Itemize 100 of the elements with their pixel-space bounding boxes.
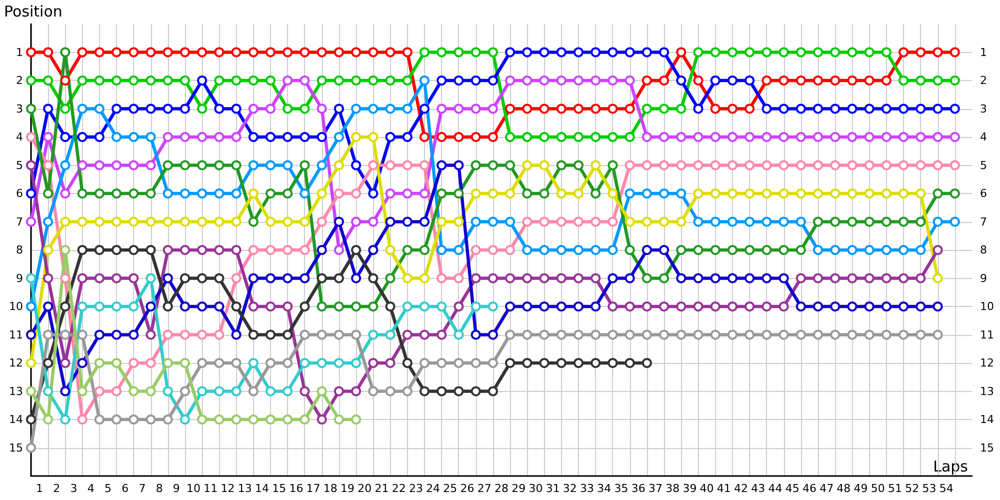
x-tick-label: 8: [156, 482, 163, 495]
point: [744, 104, 755, 114]
point: [642, 245, 652, 255]
point: [146, 132, 156, 142]
point: [847, 245, 858, 255]
point: [950, 132, 960, 142]
point: [316, 245, 327, 255]
point: [916, 47, 926, 58]
point: [146, 188, 156, 198]
y-tick-label: 11: [9, 328, 23, 342]
point: [26, 386, 36, 396]
point: [43, 132, 54, 142]
point: [94, 104, 104, 114]
x-tick-label: 24: [426, 482, 440, 495]
point: [214, 216, 224, 227]
point: [385, 330, 396, 340]
point: [676, 273, 686, 284]
point: [864, 104, 874, 114]
point: [950, 47, 960, 58]
point: [556, 76, 566, 86]
point: [505, 330, 516, 340]
point: [436, 47, 447, 58]
point: [266, 273, 276, 284]
point: [316, 216, 327, 227]
point: [214, 414, 224, 424]
point: [128, 47, 139, 58]
point: [231, 47, 242, 58]
point: [898, 132, 909, 142]
point: [864, 47, 874, 58]
point: [470, 132, 481, 142]
point: [60, 104, 70, 114]
point: [368, 330, 378, 340]
point: [608, 216, 618, 227]
point: [522, 273, 532, 284]
point: [574, 245, 584, 255]
point: [385, 132, 396, 142]
point: [522, 160, 532, 170]
x-tick-label: 26: [460, 482, 474, 495]
point: [864, 160, 874, 170]
point: [539, 104, 550, 114]
point: [94, 386, 104, 396]
point: [128, 132, 139, 142]
x-tick-label: 49: [854, 482, 868, 495]
point: [778, 104, 789, 114]
point: [950, 76, 960, 86]
point: [488, 188, 498, 198]
x-tick-label: 40: [700, 482, 714, 495]
point: [950, 104, 960, 114]
point: [368, 358, 378, 368]
point: [94, 47, 104, 58]
point: [420, 358, 430, 368]
point: [574, 76, 584, 86]
point: [778, 188, 789, 198]
point: [539, 245, 550, 255]
point: [368, 104, 378, 114]
point: [830, 76, 840, 86]
point: [813, 160, 824, 170]
x-tick-label: 14: [254, 482, 269, 495]
x-tick-label: 36: [631, 482, 646, 495]
point: [590, 358, 601, 368]
point: [282, 216, 293, 227]
point: [778, 330, 789, 340]
point: [898, 160, 909, 170]
point: [470, 160, 481, 170]
point: [112, 160, 122, 170]
y2-tick-label: 3: [980, 102, 987, 116]
y2-tick-label: 15: [980, 441, 994, 454]
point: [556, 216, 566, 227]
point: [727, 76, 738, 86]
point: [368, 47, 378, 58]
point: [77, 76, 88, 86]
point: [351, 104, 362, 114]
point: [847, 216, 858, 227]
point: [556, 330, 566, 340]
point: [197, 188, 208, 198]
point: [26, 358, 36, 368]
point: [146, 245, 156, 255]
point: [231, 245, 242, 255]
point: [881, 188, 892, 198]
point: [128, 302, 139, 312]
point: [180, 160, 190, 170]
x-tick-label: 3: [70, 482, 78, 495]
x-tick-label: 45: [785, 482, 800, 495]
point: [898, 302, 909, 312]
point: [231, 188, 242, 198]
point: [642, 104, 652, 114]
point: [659, 216, 670, 227]
point: [231, 160, 242, 170]
point: [710, 302, 720, 312]
point: [112, 132, 122, 142]
point: [608, 188, 618, 198]
point: [505, 47, 516, 58]
point: [112, 216, 122, 227]
point: [146, 104, 156, 114]
point: [300, 132, 310, 142]
point: [402, 76, 412, 86]
point: [300, 76, 310, 86]
point: [847, 104, 858, 114]
point: [898, 188, 909, 198]
point: [727, 160, 738, 170]
